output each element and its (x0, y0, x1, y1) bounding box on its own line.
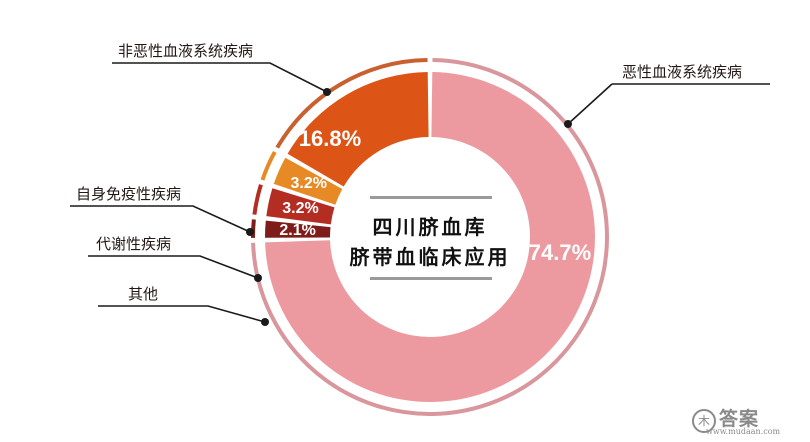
percent-labels: 74.7% 2.1% 3.2% 3.2% 16.8% (279, 126, 591, 265)
outer-ring-arc (275, 58, 428, 149)
label-autoimmune: 自身免疫性疾病 (76, 185, 182, 203)
center-divider-top (370, 196, 492, 199)
watermark-logo-icon: 木 (692, 408, 716, 433)
watermark-name: 答案 (719, 408, 760, 430)
label-non-malignant: 非恶性血液系统疾病 (118, 42, 254, 60)
donut-segments (265, 72, 595, 402)
outer-ring-arc (252, 184, 263, 215)
callout-line-non-malignant (112, 62, 328, 93)
callout-line-metabolic (88, 255, 259, 279)
donut-segment (266, 188, 335, 225)
percent-label: 2.1% (279, 222, 315, 239)
donut-segment (265, 72, 595, 402)
center-divider-bottom (370, 277, 492, 280)
label-metabolic: 代谢性疾病 (96, 235, 172, 253)
callout-line-autoimmune (70, 205, 251, 233)
percent-label: 16.8% (299, 126, 361, 151)
callout-line-other (98, 305, 266, 323)
center-title-line1: 四川脐血库 (372, 215, 488, 239)
donut-segment (265, 220, 331, 238)
callout-dots (246, 88, 572, 326)
donut-segment (287, 72, 429, 187)
watermark-url: www.mudaan.com (706, 427, 781, 436)
label-other: 其他 (128, 285, 159, 303)
watermark: 木答案 www.mudaan.com (692, 404, 780, 436)
outer-ring-arc (251, 58, 609, 416)
outer-ring-arc (260, 150, 277, 181)
callout-lines (70, 62, 770, 323)
percent-label: 74.7% (529, 240, 591, 265)
label-malignant: 恶性血液系统疾病 (622, 63, 743, 81)
outer-ring-arc (251, 219, 256, 238)
percent-label: 3.2% (290, 175, 326, 192)
outer-rings (251, 58, 609, 416)
center-title-line2: 脐带血临床应用 (349, 245, 511, 269)
donut-segment (273, 157, 343, 205)
percent-label: 3.2% (282, 200, 318, 217)
callout-line-malignant-diag (567, 83, 613, 125)
